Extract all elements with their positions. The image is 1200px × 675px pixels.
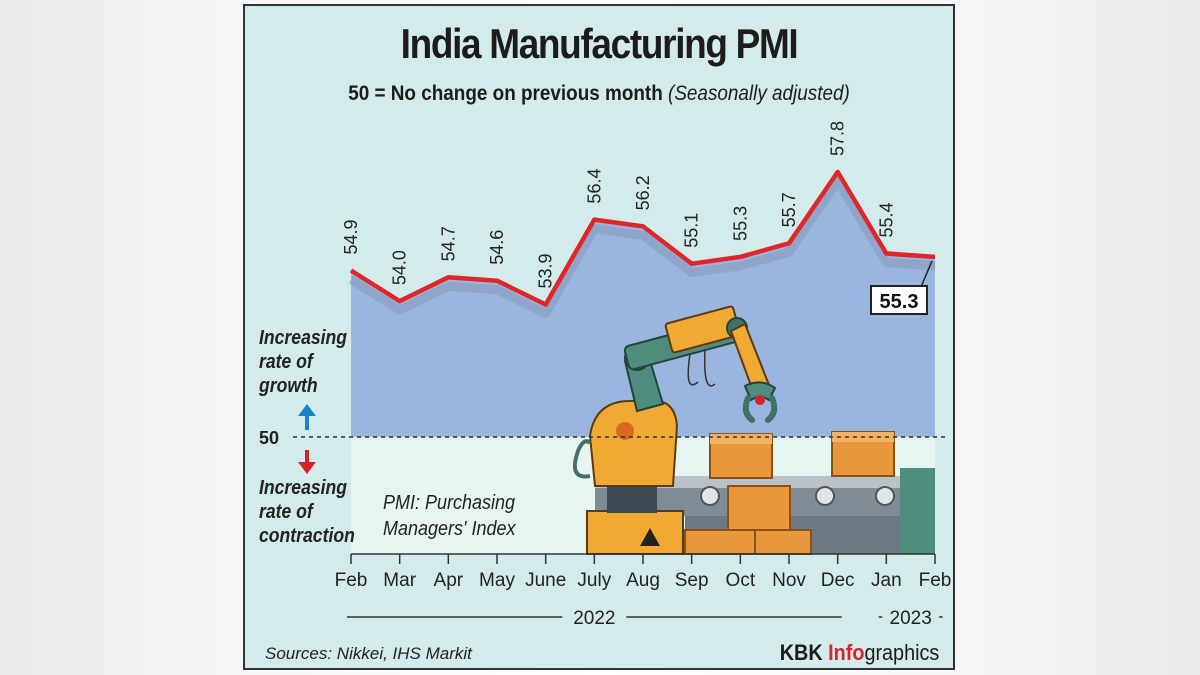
value-label: 54.6 — [487, 230, 507, 265]
pmi-note: PMI: Purchasing Managers' Index — [383, 490, 516, 542]
robot-body — [588, 400, 679, 487]
x-tick-label: Mar — [383, 570, 416, 591]
latest-value-box — [870, 285, 928, 315]
line-shadow — [348, 176, 936, 318]
gripper-light — [755, 395, 765, 405]
baseline-label: 50 — [259, 428, 279, 448]
value-label: 54.7 — [438, 226, 458, 261]
credit-logo: KBK Infographics — [779, 640, 939, 666]
growth-label-line-2: rate of — [259, 351, 313, 373]
down-arrow-icon — [298, 450, 316, 474]
x-tick-label: Feb — [335, 570, 368, 591]
subtitle-note: (Seasonally adjusted) — [668, 82, 850, 105]
robot-base — [586, 510, 684, 555]
sources-text: Sources: Nikkei, IHS Markit — [265, 644, 472, 663]
value-label: 55.7 — [779, 192, 799, 227]
box-4 — [684, 529, 756, 555]
x-tick-label: Feb — [919, 570, 952, 591]
growth-area — [351, 172, 935, 437]
value-label: 56.4 — [584, 169, 604, 204]
highlight-leader — [920, 260, 933, 288]
x-tick-label: June — [525, 570, 566, 591]
value-label: 55.3 — [730, 206, 750, 241]
pmi-chart: 50 Feb Mar Apr May June July Aug Sep Oct Nov Dec Ja… — [259, 121, 952, 629]
pmi-note-line-1: PMI: Purchasing — [383, 492, 516, 514]
contraction-label: Increasing rate of contraction — [259, 476, 355, 548]
up-arrow-icon — [298, 404, 316, 430]
pmi-line — [349, 169, 936, 307]
conveyor-top — [595, 476, 935, 488]
roller-1 — [700, 486, 720, 506]
contraction-label-line-3: contraction — [259, 525, 355, 547]
robot-wrist — [743, 381, 777, 402]
latest-value-label: 55.3 — [880, 291, 919, 313]
contraction-label-line-1: Increasing — [259, 477, 348, 499]
value-label: 57.8 — [828, 121, 848, 156]
year-label: 2022 — [573, 608, 615, 629]
x-tick-label: Jan — [871, 570, 902, 591]
box-3 — [727, 485, 791, 531]
robot-joint-1 — [616, 422, 634, 440]
box-5 — [754, 529, 812, 555]
growth-label-line-3: growth — [259, 375, 318, 397]
growth-label: Increasing rate of growth — [259, 326, 347, 398]
chart-subtitle: 50 = No change on previous month (Season… — [280, 82, 917, 106]
value-label: 55.4 — [876, 202, 896, 237]
value-labels: 54.9 54.0 54.7 54.6 53.9 56.4 56.2 55.1 55.3 55.7… — [341, 121, 896, 289]
chart-title: India Manufacturing PMI — [400, 20, 799, 67]
x-ticks — [350, 554, 936, 564]
growth-label-line-1: Increasing — [259, 327, 348, 349]
robot-cable-2 — [703, 349, 716, 387]
robot-cable-1 — [687, 353, 699, 386]
x-tick-label: May — [479, 570, 515, 591]
subtitle-main: 50 = No change on previous month — [348, 82, 663, 105]
gripper-claw-left — [742, 395, 755, 423]
credit-graphics: graphics — [864, 640, 939, 665]
x-tick-labels: Feb Mar Apr May June July Aug Sep Oct Nov Dec Jan Fe… — [335, 570, 952, 591]
x-tick-label: Dec — [821, 570, 855, 591]
pmi-note-line-2: Managers' Index — [383, 518, 516, 540]
box-1-top — [710, 434, 772, 444]
value-label: 55.1 — [682, 213, 702, 248]
year-label: 2023 — [890, 608, 932, 629]
x-tick-label: July — [577, 570, 611, 591]
robot-hose — [573, 439, 592, 479]
value-label: 53.9 — [536, 253, 556, 288]
x-tick-label: Apr — [434, 570, 464, 591]
value-label: 54.9 — [341, 219, 361, 254]
warning-sign — [640, 528, 660, 546]
machine-box — [900, 468, 935, 554]
infographic-panel: 50 Feb Mar Apr May June July Aug Sep Oct Nov Dec Ja… — [243, 4, 955, 670]
x-tick-label: Sep — [675, 570, 709, 591]
value-label: 56.2 — [633, 175, 653, 210]
x-tick-label: Oct — [726, 570, 756, 591]
x-tick-label: Aug — [626, 570, 660, 591]
value-label: 54.0 — [390, 250, 410, 285]
roller-3 — [815, 486, 835, 506]
robot-illustration — [573, 305, 935, 555]
year-brackets: 2022 2023 — [347, 608, 943, 629]
roller-4 — [875, 486, 895, 506]
credit-kbk: KBK — [779, 640, 823, 665]
gripper-claw-right — [765, 395, 778, 423]
credit-info: Info — [827, 640, 865, 665]
x-tick-label: Nov — [772, 570, 806, 591]
contraction-label-line-2: rate of — [259, 501, 313, 523]
